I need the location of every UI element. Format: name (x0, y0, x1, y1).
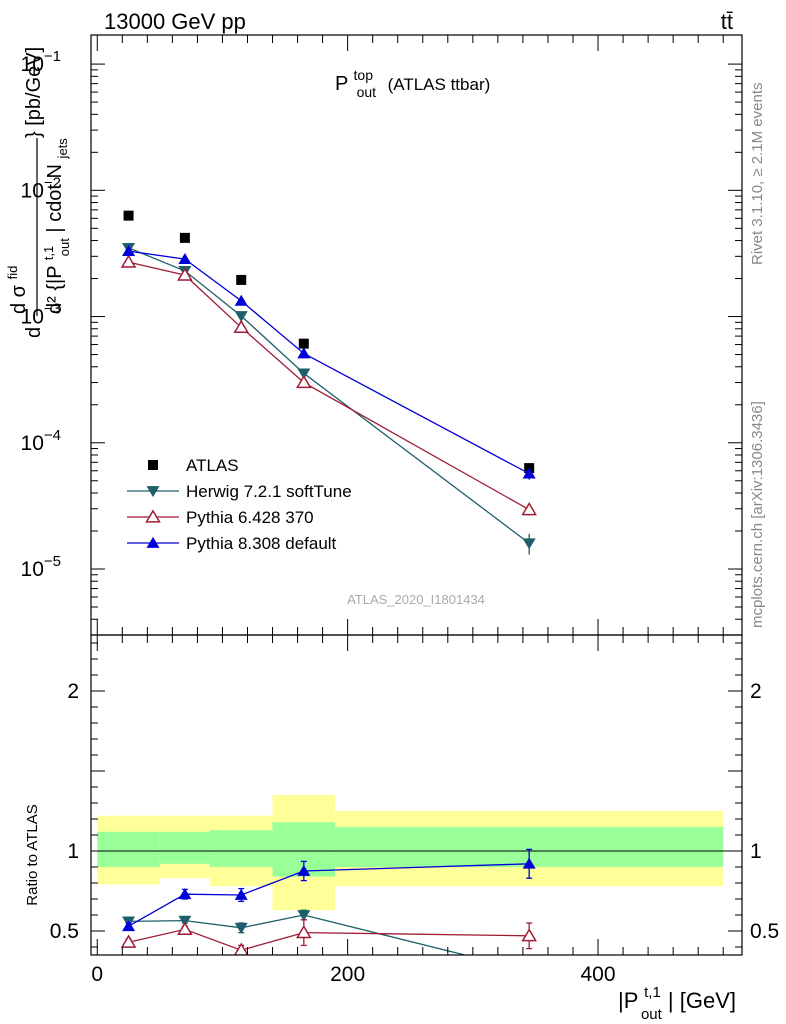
main-point-2-4 (521, 502, 537, 516)
main-point-1-4 (522, 538, 536, 550)
legend-marker-0 (148, 460, 158, 470)
main-ytick-label-1: 10−4 (21, 427, 61, 455)
main-point-3-0 (122, 244, 136, 256)
legend-marker-3 (146, 536, 160, 548)
ratio-point-2-4 (522, 857, 536, 869)
ratio-point-0-3 (297, 910, 311, 922)
main-y-label: d d σ fid d² {|P t,1 out | cdot N jets }… (5, 47, 74, 338)
main-ytick-label-2: 10−3 (21, 301, 61, 329)
legend-marker-1 (146, 486, 160, 498)
ratio-ytick-label-left-0: 0.5 (50, 920, 79, 943)
main-ytick-label-3: 10−2 (21, 174, 61, 202)
ratio-band-inner-0 (97, 831, 160, 867)
ratio-point-2-0 (122, 920, 136, 932)
main-ytick-label-4: 10−1 (21, 48, 61, 76)
legend-label-1: Herwig 7.2.1 softTune (186, 482, 352, 501)
legend-label-2: Pythia 6.428 370 (186, 508, 314, 527)
ratio-point-1-2 (233, 942, 249, 955)
ratio-point-2-2 (234, 888, 248, 900)
rivet-label: Rivet 3.1.10, ≥ 2.1M events (749, 83, 766, 266)
main-point-2-1 (177, 267, 193, 281)
main-point-3-3 (297, 347, 311, 359)
plot-title-sub: out (357, 84, 377, 100)
mcplots-label: mcplots.cern.ch [arXiv:1306.3436] (749, 401, 766, 628)
ratio-y-label: Ratio to ATLAS (24, 804, 41, 905)
plot-title-rest: (ATLAS ttbar) (388, 75, 491, 94)
ratio-ytick-label-right-2: 2 (750, 680, 762, 703)
main-point-3-1 (178, 252, 192, 265)
ratio-point-1-1 (177, 921, 193, 936)
xtick-label-2: 400 (581, 963, 616, 986)
main-series-line-3 (128, 250, 530, 475)
legend-label-0: ATLAS (186, 456, 239, 475)
xtick-label-0: 0 (91, 963, 103, 986)
main-point-0-3 (298, 338, 309, 349)
plot-title-sup: top (354, 67, 374, 83)
ratio-ytick-label-left-1: 1 (67, 840, 79, 863)
ratio-ytick-label-right-0: 0.5 (750, 920, 779, 943)
main-point-3-2 (234, 294, 248, 306)
main-plot-area (120, 210, 537, 555)
ratio-series-line-0 (128, 914, 468, 955)
ratio-point-0-1 (178, 915, 192, 927)
ratio-band-inner-2 (209, 830, 273, 867)
main-point-2-2 (233, 319, 250, 334)
xtick-label-1: 200 (330, 963, 365, 986)
main-point-1-2 (234, 311, 248, 323)
main-point-3-4 (522, 467, 536, 479)
main-point-0-2 (236, 274, 247, 285)
plot-title-main: P (335, 73, 348, 95)
process-label: tt̄ (721, 9, 733, 34)
ratio-point-0-4 (523, 966, 536, 977)
analysis-id: ATLAS_2020_I1801434 (347, 592, 485, 607)
ratio-frame (90, 634, 743, 956)
plot-title: P top out (ATLAS ttbar) (335, 63, 490, 102)
main-point-0-0 (123, 210, 134, 221)
main-point-1-3 (297, 368, 311, 380)
main-ytick-label-0: 10−5 (21, 553, 61, 581)
main-plot: 10−5 10−4 10−3 10−2 10−1 (21, 34, 743, 636)
main-point-0-1 (179, 232, 190, 243)
ratio-point-1-3 (296, 924, 312, 939)
ratio-point-1-0 (120, 934, 137, 948)
ratio-plot: 0 200 400 0.5 0.5 1 1 2 2 (50, 634, 779, 986)
legend-label-3: Pythia 8.308 default (186, 534, 337, 553)
legend: ATLAS Herwig 7.2.1 softTune Pythia 6.428 3… (127, 456, 352, 553)
ratio-band-inner-1 (159, 831, 210, 864)
ratio-ytick-label-left-2: 2 (67, 680, 79, 703)
main-point-2-3 (296, 374, 312, 389)
svg-text:d σ fid: d σ fid (5, 266, 30, 314)
energy-label: 13000 GeV pp (104, 9, 246, 34)
ratio-ytick-label-right-1: 1 (750, 840, 762, 863)
ratio-point-2-3 (297, 864, 311, 876)
svg-text:d² {|P t,1 out: d² {|P t,1 out | cdot N jets (36, 138, 74, 314)
svg-text:d: d (23, 327, 45, 338)
ratio-point-1-4 (521, 928, 537, 942)
ratio-point-2-1 (178, 888, 192, 900)
main-point-2-0 (120, 254, 137, 268)
ratio-point-0-2 (234, 922, 248, 934)
x-axis-label: |P t,1 out | [GeV] (618, 977, 736, 1024)
ratio-plot-area (120, 848, 537, 977)
svg-text:} [pb/GeV]: } [pb/GeV] (23, 47, 45, 138)
legend-marker-2 (145, 509, 161, 523)
